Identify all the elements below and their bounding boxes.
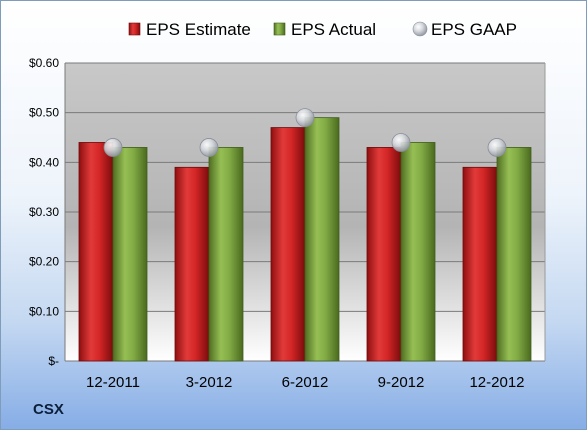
legend-label: EPS Actual xyxy=(291,20,376,39)
y-tick-label: $0.10 xyxy=(29,304,59,318)
bar-eps-actual-3-2012 xyxy=(208,147,244,362)
y-tick-label: $- xyxy=(48,354,59,368)
y-tick-label: $0.50 xyxy=(29,106,59,120)
y-tick-label: $0.20 xyxy=(29,255,59,269)
marker-eps-gaap-12-2011 xyxy=(103,138,123,157)
x-tick-label: 3-2012 xyxy=(186,374,233,391)
bar-eps-actual-12-2011 xyxy=(112,147,148,362)
y-tick-label: $0.30 xyxy=(29,205,59,219)
bar-eps-estimate-12-2011 xyxy=(78,142,114,362)
marker-eps-gaap-3-2012 xyxy=(199,138,219,157)
bar-eps-actual-12-2012 xyxy=(496,147,532,362)
x-tick-label: 12-2012 xyxy=(469,374,524,391)
x-tick-label: 9-2012 xyxy=(378,374,425,391)
bar-eps-estimate-9-2012 xyxy=(366,147,402,362)
marker-eps-gaap-9-2012 xyxy=(391,133,411,152)
legend-swatch xyxy=(412,21,428,37)
y-tick-label: $0.40 xyxy=(29,155,59,169)
bar-eps-actual-6-2012 xyxy=(304,117,340,362)
marker-eps-gaap-6-2012 xyxy=(295,108,315,128)
legend-swatch xyxy=(273,22,286,36)
bar-eps-estimate-12-2012 xyxy=(462,166,498,362)
x-tick-label: 12-2011 xyxy=(86,374,140,391)
ticker-label: CSX xyxy=(33,401,64,418)
legend-swatch xyxy=(128,22,141,36)
marker-eps-gaap-12-2012 xyxy=(487,138,507,157)
x-tick-label: 6-2012 xyxy=(282,374,329,391)
bar-eps-estimate-6-2012 xyxy=(270,127,306,362)
bar-eps-actual-9-2012 xyxy=(400,142,436,362)
legend-label: EPS GAAP xyxy=(431,20,517,39)
y-tick-label: $0.60 xyxy=(29,56,59,70)
bar-eps-estimate-3-2012 xyxy=(174,166,210,362)
legend-label: EPS Estimate xyxy=(146,20,251,39)
